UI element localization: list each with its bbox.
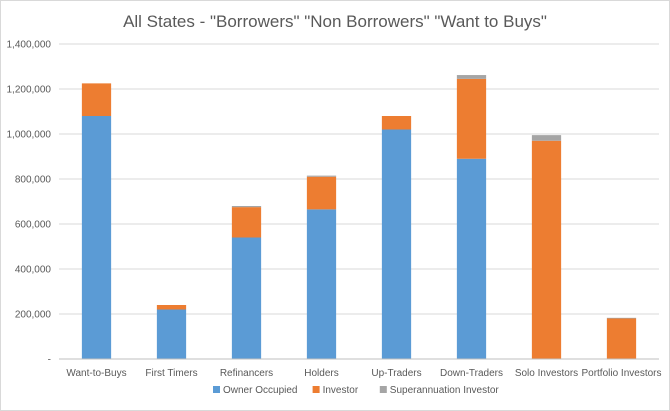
y-tick-label: 800,000 — [15, 175, 52, 186]
x-axis-ticks: Want-to-Buys First Timers Refinancers Holde… — [66, 368, 661, 379]
bar-segment — [306, 209, 337, 359]
bar-segment — [606, 317, 637, 319]
bar-segment — [231, 207, 262, 238]
legend-label: Owner Occupied — [223, 385, 297, 396]
bar-segment — [456, 158, 487, 359]
bar-segment — [306, 175, 337, 177]
gridlines — [59, 43, 659, 315]
bar-segment — [456, 78, 487, 159]
y-tick-label: 400,000 — [15, 265, 52, 276]
bar-segment — [156, 305, 187, 310]
bar-segment — [531, 140, 562, 359]
bar-segment — [81, 116, 112, 359]
x-tick-label: Want-to-Buys — [66, 368, 126, 379]
legend-swatch — [379, 386, 387, 393]
y-tick-label: 200,000 — [15, 310, 52, 321]
legend: Owner Occupied Investor Superannuation Inv… — [213, 385, 499, 396]
bar-segment — [156, 309, 187, 359]
y-tick-label: - — [48, 355, 51, 366]
legend-label: Superannuation Investor — [390, 385, 500, 396]
x-tick-label: Down-Traders — [440, 368, 503, 379]
x-tick-label: First Timers — [145, 368, 197, 379]
bar-segment — [531, 135, 562, 141]
bar-segment — [231, 206, 262, 208]
bar-segment — [81, 83, 112, 116]
bar-segment — [231, 237, 262, 359]
y-tick-label: 600,000 — [15, 220, 52, 231]
y-axis-ticks: - 200,000 400,000 600,000 800,000 1,000,000 1,… — [7, 40, 52, 366]
x-tick-label: Holders — [304, 368, 338, 379]
legend-swatch — [312, 386, 320, 393]
y-tick-label: 1,400,000 — [7, 40, 52, 51]
bar-segment — [306, 176, 337, 210]
x-tick-label: Refinancers — [220, 368, 273, 379]
x-tick-label: Portfolio Investors — [581, 368, 661, 379]
x-tick-label: Up-Traders — [371, 368, 421, 379]
x-tick-label: Solo Investors — [515, 368, 578, 379]
bar-segment — [606, 318, 637, 359]
y-tick-label: 1,000,000 — [7, 130, 52, 141]
chart-title: All States - "Borrowers" "Non Borrowers"… — [123, 12, 547, 31]
legend-swatch — [213, 386, 220, 393]
legend-label: Investor — [323, 385, 359, 396]
bar-segment — [381, 116, 412, 130]
y-tick-label: 1,200,000 — [7, 85, 52, 96]
bars — [81, 75, 637, 359]
bar-segment — [456, 75, 487, 79]
bar-segment — [381, 129, 412, 359]
